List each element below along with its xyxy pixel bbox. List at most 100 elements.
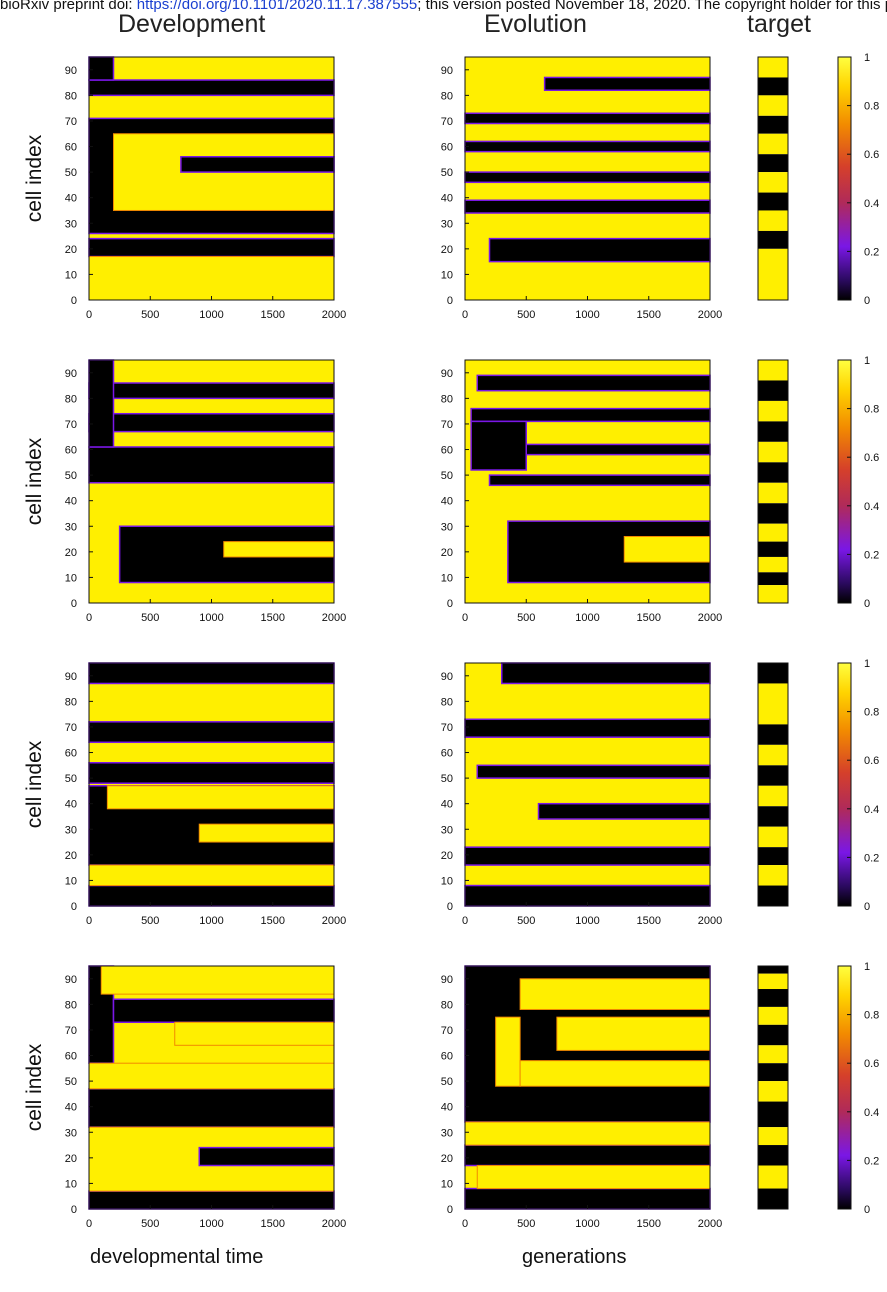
y-tick-label: 80 bbox=[441, 393, 453, 405]
x-tick-label: 1500 bbox=[637, 309, 661, 321]
x-tick-label: 0 bbox=[462, 309, 468, 321]
x-tick-label: 1500 bbox=[261, 612, 285, 624]
x-tick-label: 1000 bbox=[575, 309, 599, 321]
target-band bbox=[758, 192, 788, 211]
y-tick-label: 90 bbox=[65, 974, 77, 986]
y-tick-label: 30 bbox=[65, 1127, 77, 1139]
y-tick-label: 50 bbox=[441, 1076, 453, 1088]
banner-doi-link[interactable]: https://doi.org/10.1101/2020.11.17.38755… bbox=[136, 0, 418, 13]
heatmap-black-region bbox=[476, 764, 711, 779]
y-tick-label: 60 bbox=[441, 1051, 453, 1063]
x-tick-label: 1500 bbox=[261, 309, 285, 321]
column-title-target: target bbox=[747, 10, 811, 38]
colorbar-row-4: 0 0.2 0.4 0.6 0.8 1 bbox=[837, 961, 879, 1216]
target-band bbox=[758, 1165, 788, 1189]
colorbar-row-1: 0 0.2 0.4 0.6 0.8 1 bbox=[837, 52, 879, 307]
x-tick-label: 2000 bbox=[698, 915, 722, 927]
y-tick-label: 10 bbox=[441, 572, 453, 584]
y-tick-label: 80 bbox=[65, 999, 77, 1011]
x-tick-label: 0 bbox=[86, 309, 92, 321]
x-tick-label: 500 bbox=[517, 612, 535, 624]
y-tick-label: 60 bbox=[441, 142, 453, 154]
target-band bbox=[758, 154, 788, 173]
target-band bbox=[758, 989, 788, 1007]
heatmap-black-region bbox=[88, 359, 115, 448]
heatmap-black-region bbox=[464, 718, 711, 738]
x-tick-label: 1500 bbox=[261, 915, 285, 927]
development-heatmap-row-1: 0 500 1000 1500 2000 0 10 20 30 40 50 60 70 80 90 cell … bbox=[23, 56, 346, 321]
heatmap-black-region bbox=[488, 474, 711, 487]
y-tick-label: 50 bbox=[441, 470, 453, 482]
y-axis-label: cell index bbox=[23, 740, 46, 828]
target-band bbox=[758, 421, 788, 442]
y-tick-label: 50 bbox=[65, 1076, 77, 1088]
colorbar-tick-label: 0.4 bbox=[864, 804, 879, 816]
y-tick-label: 40 bbox=[441, 1102, 453, 1114]
y-tick-label: 60 bbox=[65, 445, 77, 457]
y-tick-label: 90 bbox=[65, 65, 77, 77]
heatmap-yellow-region bbox=[198, 823, 335, 843]
target-band bbox=[758, 482, 788, 504]
x-tick-label: 1000 bbox=[575, 1218, 599, 1230]
y-tick-label: 10 bbox=[65, 875, 77, 887]
target-band bbox=[758, 1081, 788, 1102]
y-tick-label: 40 bbox=[65, 1102, 77, 1114]
heatmap-yellow-region bbox=[623, 535, 711, 563]
colorbar-tick-label: 1 bbox=[864, 355, 870, 367]
target-band bbox=[758, 360, 788, 381]
colorbar-tick-label: 0.2 bbox=[864, 549, 879, 561]
y-tick-label: 0 bbox=[447, 1204, 453, 1216]
target-band bbox=[758, 585, 788, 603]
target-band bbox=[758, 1063, 788, 1082]
target-band bbox=[758, 400, 788, 422]
heatmap-yellow-region bbox=[100, 965, 335, 995]
colorbar-gradient bbox=[837, 56, 852, 301]
x-tick-label: 2000 bbox=[698, 309, 722, 321]
heatmap-black-region bbox=[88, 446, 335, 484]
y-tick-label: 70 bbox=[441, 722, 453, 734]
y-tick-label: 30 bbox=[65, 521, 77, 533]
development-heatmap-row-2: 0 500 1000 1500 2000 0 10 20 30 40 50 60 70 80 90 cell … bbox=[23, 359, 346, 624]
target-frame bbox=[757, 359, 789, 604]
colorbar-tick-label: 0.2 bbox=[864, 1155, 879, 1167]
x-tick-label: 0 bbox=[86, 1218, 92, 1230]
heatmap-black-region bbox=[470, 407, 711, 423]
y-tick-label: 20 bbox=[65, 1153, 77, 1165]
y-tick-label: 0 bbox=[71, 598, 77, 610]
y-tick-label: 30 bbox=[65, 218, 77, 230]
x-tick-label: 500 bbox=[141, 612, 159, 624]
heatmap-black-region bbox=[88, 56, 115, 81]
colorbar-tick-label: 0 bbox=[864, 295, 870, 307]
colorbar-tick-label: 0.4 bbox=[864, 198, 879, 210]
heatmap-black-region bbox=[464, 199, 711, 214]
target-band bbox=[758, 172, 788, 193]
evo-xlabel: generations bbox=[522, 1246, 627, 1268]
target-band bbox=[758, 77, 788, 96]
y-tick-label: 20 bbox=[441, 850, 453, 862]
target-strip-row-1 bbox=[757, 56, 789, 301]
y-tick-label: 60 bbox=[65, 748, 77, 760]
target-band bbox=[758, 556, 788, 573]
target-band bbox=[758, 1188, 788, 1209]
target-band bbox=[758, 523, 788, 542]
target-band bbox=[758, 380, 788, 401]
y-tick-label: 0 bbox=[447, 598, 453, 610]
heatmap-yellow-region bbox=[464, 1121, 711, 1146]
colorbar-tick-label: 1 bbox=[864, 658, 870, 670]
x-tick-label: 0 bbox=[86, 915, 92, 927]
y-tick-label: 50 bbox=[441, 773, 453, 785]
target-strip-row-4 bbox=[757, 965, 789, 1210]
x-tick-label: 2000 bbox=[322, 612, 346, 624]
y-tick-label: 70 bbox=[441, 116, 453, 128]
target-strip-row-2 bbox=[757, 359, 789, 604]
heatmap-yellow-region bbox=[519, 978, 711, 1010]
target-band bbox=[758, 462, 788, 483]
development-heatmap-row-4: 0 500 1000 1500 2000 0 10 20 30 40 50 60 70 80 90 cell … bbox=[23, 965, 346, 1230]
banner-prefix: bioRxiv preprint doi: bbox=[0, 0, 137, 13]
heatmap-black-region bbox=[88, 762, 335, 784]
heatmap-yellow-region bbox=[495, 1016, 521, 1087]
y-tick-label: 10 bbox=[441, 269, 453, 281]
target-band bbox=[758, 1006, 788, 1025]
colorbar-tick-label: 0.6 bbox=[864, 1058, 879, 1070]
colorbar-tick-label: 1 bbox=[864, 52, 870, 64]
